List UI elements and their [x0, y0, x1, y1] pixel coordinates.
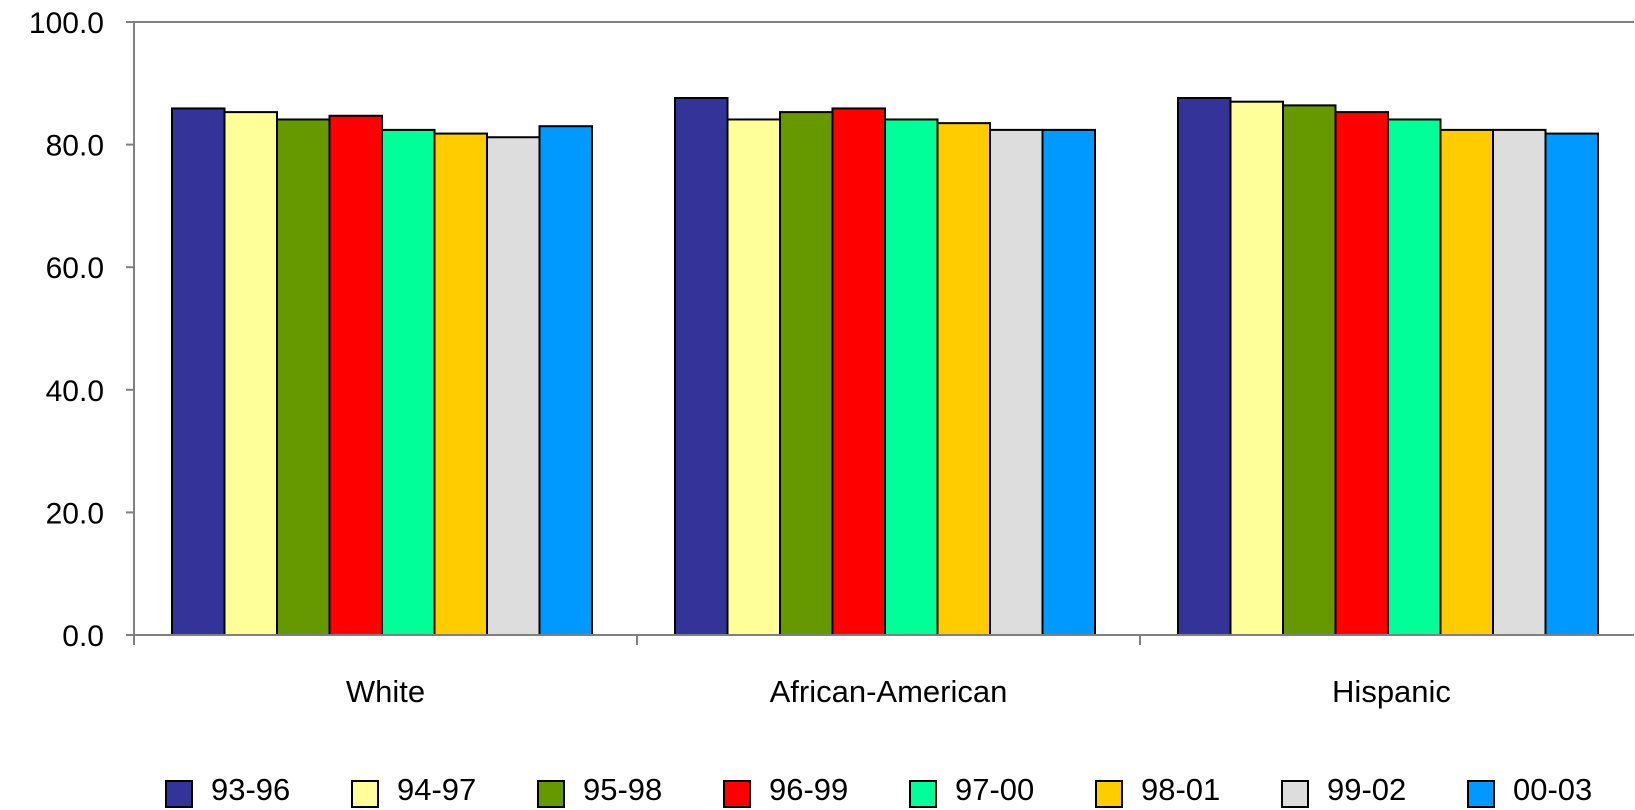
y-tick-label: 40.0	[46, 375, 104, 408]
bar-african-american-95-98	[779, 111, 834, 636]
x-axis	[133, 634, 1634, 645]
legend-swatch	[1095, 780, 1123, 808]
bars	[171, 97, 1599, 637]
legend-item: 97-00	[909, 772, 1034, 808]
legend: 93-96 94-97 95-98 96-99 97-00 98-01 99-02 00-03	[165, 772, 1592, 808]
bar-white-93-96	[171, 107, 226, 637]
y-tick-label: 80.0	[46, 130, 104, 163]
legend-item: 94-97	[351, 772, 476, 808]
y-axis-ticks: 0.0 20.0 40.0 60.0 80.0 100.0	[29, 7, 134, 653]
bar-african-american-96-99	[831, 107, 886, 637]
legend-swatch	[909, 780, 937, 808]
bar-white-99-02	[486, 136, 541, 637]
y-tick-label: 100.0	[29, 7, 104, 40]
bar-hispanic-94-97	[1229, 100, 1284, 636]
category-label: White	[346, 674, 425, 709]
bar-hispanic-95-98	[1282, 104, 1337, 637]
bar-african-american-97-00	[884, 118, 939, 637]
category-label: African-American	[770, 674, 1008, 709]
bar-white-00-03	[538, 125, 593, 637]
bar-hispanic-98-01	[1439, 128, 1494, 636]
legend-label: 93-96	[211, 772, 290, 807]
legend-swatch	[1467, 780, 1495, 808]
bar-african-american-00-03	[1041, 128, 1096, 636]
category-labels: White African-American Hispanic	[346, 674, 1451, 709]
legend-swatch	[351, 780, 379, 808]
y-tick-label: 20.0	[46, 497, 104, 530]
legend-item: 95-98	[537, 772, 662, 808]
bar-african-american-98-01	[936, 122, 991, 637]
legend-label: 95-98	[583, 772, 662, 807]
legend-swatch	[1281, 780, 1309, 808]
y-tick-label: 60.0	[46, 252, 104, 285]
legend-label: 98-01	[1141, 772, 1220, 807]
bar-white-94-97	[223, 111, 278, 636]
bar-white-95-98	[276, 118, 331, 637]
legend-swatch	[165, 780, 193, 808]
legend-label: 96-99	[769, 772, 848, 807]
bar-hispanic-96-99	[1334, 111, 1389, 636]
legend-item: 96-99	[723, 772, 848, 808]
legend-swatch	[537, 780, 565, 808]
bar-hispanic-99-02	[1492, 128, 1547, 636]
category-label: Hispanic	[1332, 674, 1451, 709]
bar-african-american-93-96	[674, 97, 729, 636]
bar-african-american-99-02	[989, 128, 1044, 636]
bar-hispanic-97-00	[1387, 118, 1442, 637]
bar-white-98-01	[433, 132, 488, 636]
legend-label: 99-02	[1327, 772, 1406, 807]
bar-african-american-94-97	[726, 118, 781, 637]
y-tick-label: 0.0	[62, 620, 104, 653]
legend-item: 98-01	[1095, 772, 1220, 808]
legend-label: 00-03	[1513, 772, 1592, 807]
bar-hispanic-93-96	[1177, 97, 1232, 636]
legend-item: 93-96	[165, 772, 290, 808]
legend-label: 97-00	[955, 772, 1034, 807]
bar-hispanic-00-03	[1544, 132, 1599, 636]
bar-white-97-00	[381, 128, 436, 636]
bar-white-96-99	[328, 114, 383, 636]
legend-label: 94-97	[397, 772, 476, 807]
legend-item: 99-02	[1281, 772, 1406, 808]
legend-item: 00-03	[1467, 772, 1592, 808]
legend-swatch	[723, 780, 751, 808]
plot-frame	[133, 21, 1634, 635]
